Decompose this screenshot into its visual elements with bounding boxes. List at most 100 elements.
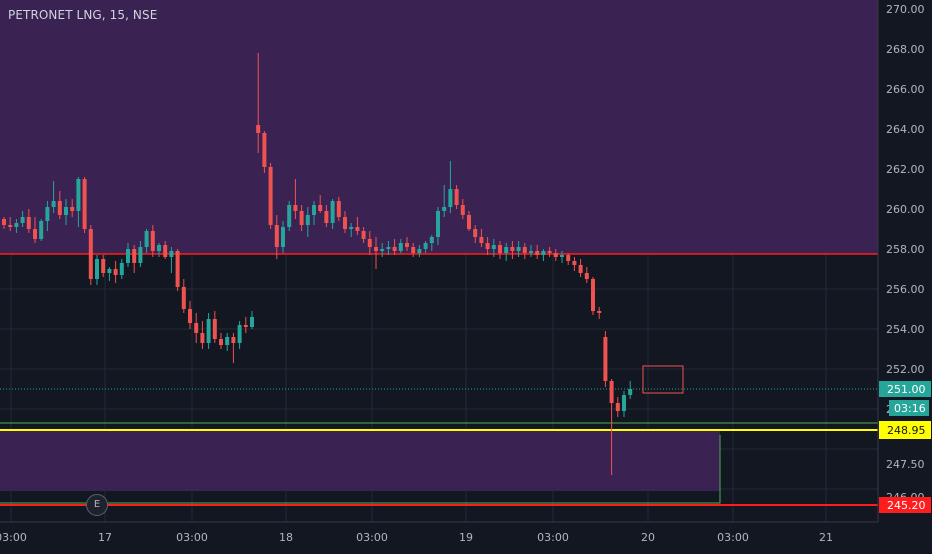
candle[interactable]: [529, 245, 533, 257]
candle[interactable]: [473, 225, 478, 243]
candle[interactable]: [268, 163, 273, 229]
candle[interactable]: [76, 177, 81, 227]
candle[interactable]: [95, 255, 99, 285]
candle[interactable]: [392, 239, 397, 255]
candle[interactable]: [293, 179, 298, 219]
candle[interactable]: [219, 333, 223, 349]
candle[interactable]: [603, 331, 608, 387]
candle[interactable]: [150, 225, 155, 257]
candle[interactable]: [349, 223, 354, 237]
candle[interactable]: [510, 241, 515, 259]
candle[interactable]: [355, 217, 360, 235]
candle[interactable]: [144, 229, 149, 253]
candle[interactable]: [454, 185, 459, 209]
candle[interactable]: [231, 333, 236, 363]
candle[interactable]: [622, 391, 626, 417]
candle[interactable]: [448, 161, 453, 213]
candle[interactable]: [64, 199, 68, 225]
candle[interactable]: [318, 195, 323, 213]
candle[interactable]: [324, 205, 329, 227]
candle[interactable]: [597, 307, 602, 319]
candle[interactable]: [107, 267, 112, 281]
candle[interactable]: [305, 207, 310, 237]
candle[interactable]: [250, 311, 254, 329]
candle[interactable]: [380, 243, 385, 257]
candle[interactable]: [256, 53, 261, 153]
candle[interactable]: [442, 185, 447, 217]
candle[interactable]: [200, 321, 205, 349]
candle[interactable]: [113, 261, 118, 283]
candle[interactable]: [287, 201, 292, 231]
candle[interactable]: [572, 257, 577, 271]
candle[interactable]: [367, 231, 372, 255]
candle[interactable]: [591, 277, 595, 315]
candle[interactable]: [39, 219, 44, 241]
candle[interactable]: [547, 247, 552, 257]
candle[interactable]: [157, 243, 161, 257]
candle[interactable]: [429, 235, 434, 251]
candle[interactable]: [479, 229, 484, 247]
candle[interactable]: [467, 211, 471, 231]
candle[interactable]: [82, 177, 87, 233]
candle[interactable]: [584, 267, 589, 283]
candle[interactable]: [206, 313, 211, 349]
candle[interactable]: [491, 239, 496, 257]
candle[interactable]: [212, 311, 217, 343]
candle[interactable]: [225, 333, 230, 351]
candle[interactable]: [181, 279, 186, 313]
candle[interactable]: [20, 211, 25, 227]
candle[interactable]: [88, 225, 93, 285]
candle[interactable]: [312, 201, 316, 225]
candle[interactable]: [330, 199, 335, 229]
candle[interactable]: [57, 191, 62, 219]
candle[interactable]: [281, 221, 285, 253]
candle[interactable]: [188, 301, 192, 329]
candle[interactable]: [119, 259, 124, 279]
candle[interactable]: [541, 249, 546, 261]
candle[interactable]: [417, 245, 422, 257]
candle[interactable]: [566, 253, 571, 265]
candle[interactable]: [45, 201, 50, 231]
candle[interactable]: [274, 215, 279, 259]
candle[interactable]: [436, 207, 440, 245]
candle[interactable]: [374, 237, 378, 269]
candle[interactable]: [26, 209, 31, 233]
candle[interactable]: [423, 241, 428, 253]
candle[interactable]: [553, 249, 558, 261]
candle[interactable]: [343, 211, 347, 233]
candle[interactable]: [262, 131, 267, 173]
candle[interactable]: [535, 245, 540, 259]
candle[interactable]: [243, 317, 248, 333]
candle[interactable]: [411, 243, 416, 257]
candle[interactable]: [101, 255, 106, 277]
candle[interactable]: [609, 379, 614, 475]
candle[interactable]: [51, 181, 56, 213]
earnings-marker-icon[interactable]: E: [86, 494, 108, 516]
candle[interactable]: [578, 259, 583, 277]
candle[interactable]: [2, 217, 6, 229]
candle[interactable]: [386, 241, 391, 255]
candle[interactable]: [169, 247, 174, 273]
candle[interactable]: [628, 381, 633, 399]
candle[interactable]: [405, 237, 409, 251]
candle[interactable]: [485, 237, 490, 255]
candle[interactable]: [126, 243, 130, 267]
candle[interactable]: [163, 241, 168, 259]
candle[interactable]: [33, 217, 37, 243]
candle[interactable]: [336, 197, 341, 221]
candle[interactable]: [194, 313, 199, 343]
candle[interactable]: [8, 217, 13, 231]
candle[interactable]: [175, 249, 180, 291]
candle[interactable]: [14, 219, 19, 233]
candle[interactable]: [299, 205, 304, 231]
candle[interactable]: [522, 243, 527, 259]
candle[interactable]: [516, 241, 521, 257]
candle[interactable]: [132, 245, 137, 273]
candle[interactable]: [361, 227, 366, 243]
candle[interactable]: [237, 321, 242, 349]
candle[interactable]: [70, 199, 75, 217]
candle[interactable]: [615, 397, 620, 417]
candle[interactable]: [498, 241, 502, 259]
